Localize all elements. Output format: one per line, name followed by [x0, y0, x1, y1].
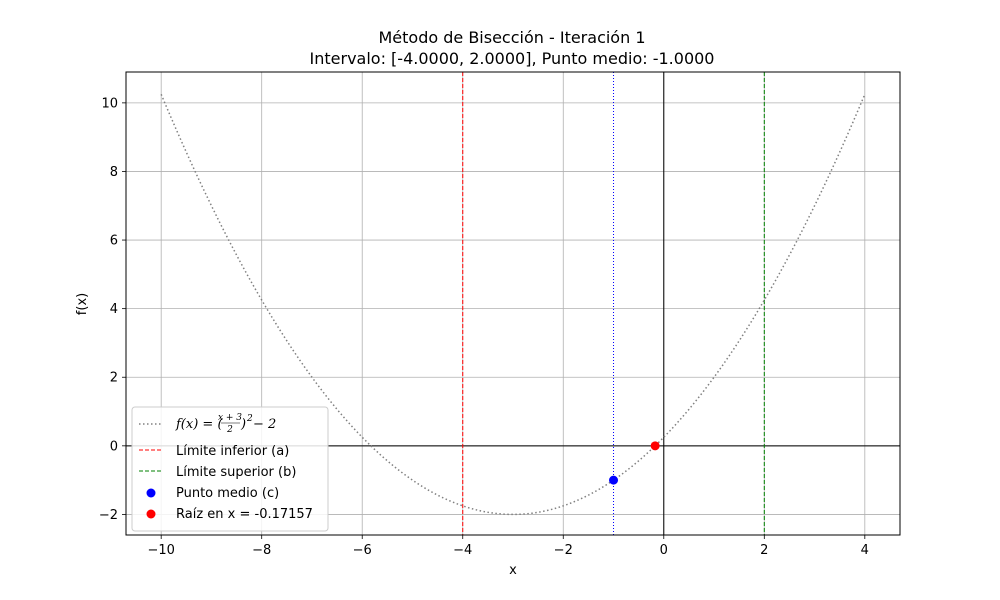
legend-root-label: Raíz en x = -0.17157 [176, 507, 313, 522]
legend-upper-label: Límite superior (b) [176, 465, 296, 480]
legend-lower-label: Límite inferior (a) [176, 444, 289, 459]
function-curve [160, 93, 866, 516]
legend-function-tail: − 2 [253, 417, 276, 432]
y-tick-label: −2 [99, 508, 118, 523]
legend-function-denominator: 2 [226, 425, 233, 435]
x-tick-label: 0 [660, 543, 668, 558]
y-tick-label: 8 [110, 165, 118, 180]
x-tick-label: −8 [252, 543, 271, 558]
x-tick-label: −2 [554, 543, 573, 558]
chart-title: Método de Bisección - Iteración 1 Interv… [310, 28, 715, 68]
y-tick-label: 2 [110, 371, 118, 386]
chart-title-line2: Intervalo: [-4.0000, 2.0000], Punto medi… [310, 49, 715, 68]
marker-points [609, 441, 660, 485]
interval-lines [462, 72, 765, 535]
y-ticks: −2 0 2 4 6 8 10 [99, 96, 126, 523]
x-tick-label: 2 [760, 543, 768, 558]
legend-function-numerator: x + 3 [218, 413, 242, 423]
legend-mid-swatch [146, 488, 156, 498]
function-curve-group [160, 93, 866, 516]
x-axis-label: x [509, 563, 517, 578]
legend-box [131, 406, 329, 532]
y-tick-label: 4 [110, 302, 118, 317]
x-tick-label: −10 [147, 543, 174, 558]
y-tick-label: 0 [110, 439, 118, 454]
midpoint-marker [609, 475, 619, 485]
chart-title-line1: Método de Bisección - Iteración 1 [379, 28, 646, 47]
x-tick-label: 4 [861, 543, 869, 558]
legend-function-power: 2 [246, 414, 253, 424]
legend-function-label: f(x) = ( x + 3 2 ) 2 − 2 [175, 413, 276, 435]
y-tick-label: 6 [110, 234, 118, 249]
plot-frame [125, 71, 901, 536]
root-marker [650, 441, 660, 451]
x-ticks: −10 −8 −6 −4 −2 0 2 4 [147, 535, 869, 558]
legend-mid-label: Punto medio (c) [176, 486, 279, 501]
x-tick-label: −6 [353, 543, 372, 558]
legend-root-swatch [146, 509, 156, 519]
x-tick-label: −4 [453, 543, 472, 558]
y-axis-label: f(x) [75, 293, 90, 315]
legend: f(x) = ( x + 3 2 ) 2 − 2 Límite inferior… [131, 406, 329, 532]
y-tick-label: 10 [101, 96, 118, 111]
legend-function-lhs: f(x) = ( [175, 417, 223, 432]
legend-function-rparen: ) [240, 417, 246, 432]
